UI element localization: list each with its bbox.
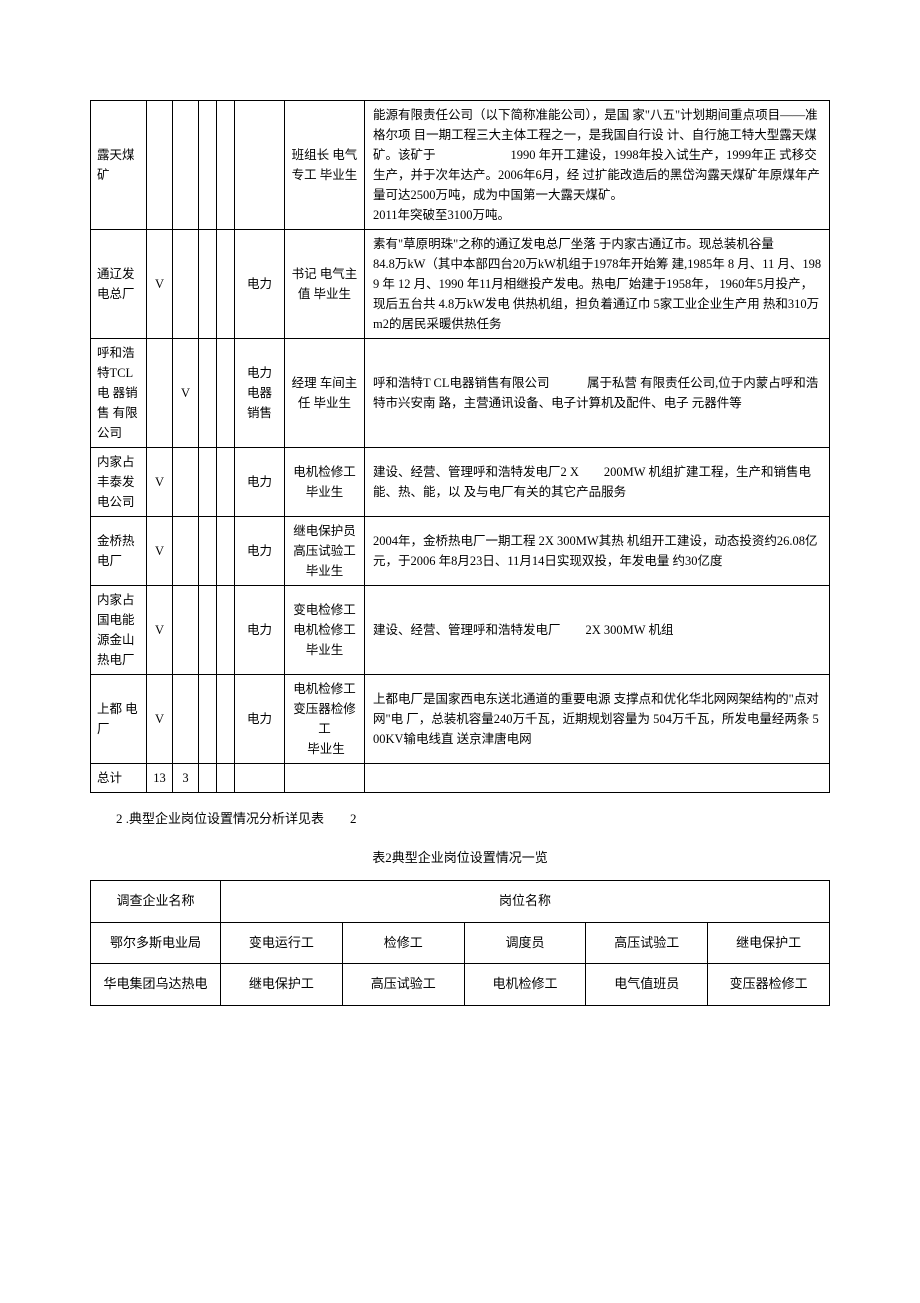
position-cell: 高压试验工 [586,922,708,964]
position-cell: 电机检修工 [464,964,586,1006]
table-cell [217,448,235,517]
position-cell: 变电运行工 [221,922,343,964]
table-row: 露天煤 矿 班组长 电气专工 毕业生能源有限责任公司（以下简称准能公司），是国 家… [91,101,830,230]
table-row: 上都 电厂V 电力电机检修工 变压器检修工 毕业生上都电厂是国家西电东送北通道的重… [91,675,830,764]
position-cell: 调度员 [464,922,586,964]
table-cell [217,764,235,793]
table-cell: V [173,339,199,448]
table-cell [173,448,199,517]
table-cell [217,101,235,230]
table-cell [199,101,217,230]
table-cell: 变电检修工 电机检修工 毕业生 [285,586,365,675]
table-cell: 电力 [235,517,285,586]
t2-header-company: 调查企业名称 [91,880,221,922]
table-cell: V [147,448,173,517]
table-cell: 露天煤 矿 [91,101,147,230]
section-paragraph: 2 .典型企业岗位设置情况分析详见表 2 [90,807,830,830]
table-row: 呼和浩 特TCL 电 器销 售 有限 公司 V 电力 电器 销售经理 车间主任 毕业… [91,339,830,448]
table-cell: V [147,675,173,764]
table-cell: 电机检修工 毕业生 [285,448,365,517]
table-cell [217,230,235,339]
table-cell [199,675,217,764]
table-cell: 电力 [235,586,285,675]
table-row: 通辽发 电总厂V 电力书记 电气主值 毕业生素有"草原明珠"之称的通辽发电总厂坐落… [91,230,830,339]
table-cell: 继电保护员 高压试验工 毕业生 [285,517,365,586]
table-cell: 能源有限责任公司（以下简称准能公司），是国 家"八五"计划期间重点项目——准格尔… [365,101,830,230]
table-row: 内家占 国电能 源金山 热电厂V 电力变电检修工 电机检修工 毕业生建设、经营、管… [91,586,830,675]
table-cell [217,675,235,764]
table-cell: 电力 [235,448,285,517]
table-cell [173,230,199,339]
table2-caption: 表2典型企业岗位设置情况一览 [90,846,830,869]
position-cell: 变压器检修工 [708,964,830,1006]
table-cell: 电力 [235,230,285,339]
table-cell [199,586,217,675]
table-cell: 通辽发 电总厂 [91,230,147,339]
table-cell: V [147,230,173,339]
table-cell [199,764,217,793]
table-cell [199,517,217,586]
table-cell: 内家占 国电能 源金山 热电厂 [91,586,147,675]
table-cell: V [147,517,173,586]
position-cell: 继电保护工 [708,922,830,964]
table-cell: 书记 电气主值 毕业生 [285,230,365,339]
table-cell: 3 [173,764,199,793]
table-cell: 上都电厂是国家西电东送北通道的重要电源 支撑点和优化华北网网架结构的"点对网"电… [365,675,830,764]
table-cell [173,517,199,586]
table-cell: 内家占 丰泰发 电公司 [91,448,147,517]
table-cell: 总计 [91,764,147,793]
table-row: 鄂尔多斯电业局变电运行工检修工调度员高压试验工继电保护工 [91,922,830,964]
table-cell: 素有"草原明珠"之称的通辽发电总厂坐落 于内家古通辽市。现总装机谷量 84.8万… [365,230,830,339]
table-cell: 电力 [235,675,285,764]
company-name-cell: 鄂尔多斯电业局 [91,922,221,964]
company-name-cell: 华电集团乌达热电 [91,964,221,1006]
table-cell: 呼和浩特T CL电器销售有限公司 属于私营 有限责任公司,位于内蒙占呼和浩特市兴… [365,339,830,448]
table-cell [147,339,173,448]
position-cell: 电气值班员 [586,964,708,1006]
table-cell: 电力 电器 销售 [235,339,285,448]
table-cell [235,101,285,230]
table-row: 华电集团乌达热电继电保护工高压试验工电机检修工电气值班员变压器检修工 [91,964,830,1006]
companies-survey-table: 露天煤 矿 班组长 电气专工 毕业生能源有限责任公司（以下简称准能公司），是国 家… [90,100,830,793]
table-cell: 2004年，金桥热电厂一期工程 2X 300MW其热 机组开工建设，动态投资约2… [365,517,830,586]
table-cell [173,586,199,675]
table-cell [217,517,235,586]
table-cell [199,448,217,517]
table-cell: 呼和浩 特TCL 电 器销 售 有限 公司 [91,339,147,448]
table-cell: 13 [147,764,173,793]
table-cell [199,339,217,448]
table-cell: 金桥热 电厂 [91,517,147,586]
table-cell: V [147,586,173,675]
table-row: 金桥热 电厂V 电力继电保护员 高压试验工 毕业生2004年，金桥热电厂一期工程 … [91,517,830,586]
table-total-row: 总计133 [91,764,830,793]
positions-table: 调查企业名称 岗位名称 鄂尔多斯电业局变电运行工检修工调度员高压试验工继电保护工… [90,880,830,1006]
table-cell: 建设、经营、管理呼和浩特发电厂2 X 200MW 机组扩建工程，生产和销售电能、… [365,448,830,517]
table-cell [217,586,235,675]
table-cell [217,339,235,448]
table-cell: 电机检修工 变压器检修工 毕业生 [285,675,365,764]
table-cell [199,230,217,339]
table-cell [365,764,830,793]
table-cell: 建设、经营、管理呼和浩特发电厂 2X 300MW 机组 [365,586,830,675]
table-cell [285,764,365,793]
position-cell: 检修工 [342,922,464,964]
table-cell: 经理 车间主任 毕业生 [285,339,365,448]
table-cell: 上都 电厂 [91,675,147,764]
table-row: 内家占 丰泰发 电公司V 电力电机检修工 毕业生建设、经营、管理呼和浩特发电厂2 … [91,448,830,517]
t2-header-positions: 岗位名称 [221,880,830,922]
table-cell [147,101,173,230]
table-cell [173,101,199,230]
table-cell: 班组长 电气专工 毕业生 [285,101,365,230]
table-cell [173,675,199,764]
position-cell: 继电保护工 [221,964,343,1006]
table-cell [235,764,285,793]
position-cell: 高压试验工 [342,964,464,1006]
